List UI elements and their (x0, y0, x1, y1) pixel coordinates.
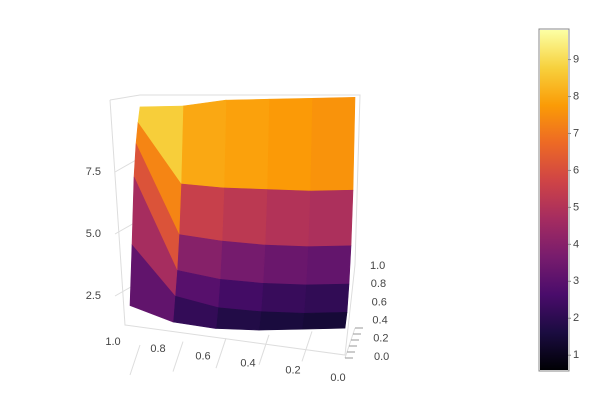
y-tick-label: 1.0 (370, 260, 385, 272)
grid-line (215, 338, 227, 369)
surface-patch (221, 187, 268, 246)
surface-patch (305, 245, 352, 286)
z-tick-label: 2.5 (86, 290, 101, 302)
surface-patch (303, 283, 350, 314)
y-tick-label: 0.6 (372, 296, 387, 308)
axes-3d (109, 94, 361, 376)
colorbar-tick-label: 5 (573, 201, 579, 213)
grid-line (344, 327, 356, 359)
colorbar-tick-label: 2 (573, 312, 579, 324)
grid-line (258, 334, 270, 365)
surface-patch (262, 244, 309, 286)
surface-patch (217, 278, 264, 313)
surface-patch (180, 99, 227, 189)
y-tick-label: 0.8 (371, 278, 386, 290)
surface-patch (178, 183, 225, 242)
surface-patch (129, 244, 176, 323)
colorbar-tick-label: 3 (573, 275, 579, 287)
colorbar-tick-label: 6 (573, 164, 579, 176)
colorbar-tick-label: 1 (573, 349, 579, 361)
colorbar-tick-label: 9 (573, 53, 579, 65)
x-tick-label: 0.0 (330, 372, 345, 384)
x-tick-label: 0.6 (195, 350, 210, 362)
surface-patch (223, 98, 270, 190)
colorbar (540, 30, 568, 370)
colorbar-tick-label: 8 (573, 90, 579, 102)
surface-patch (264, 189, 311, 247)
colorbar-tick-label: 4 (573, 238, 579, 250)
surface-patch (215, 307, 262, 331)
surface-patch (219, 240, 266, 284)
surface (129, 97, 356, 331)
surface-patch (309, 97, 356, 192)
colorbar-frame (538, 28, 570, 372)
axis-frame (109, 99, 356, 356)
z-tick-label: 7.5 (86, 166, 101, 178)
surface-patch (301, 312, 348, 330)
grid-line (301, 331, 313, 362)
x-tick-label: 0.2 (285, 365, 300, 377)
axis-frame (109, 94, 361, 266)
y-tick-label: 0.2 (373, 333, 388, 345)
surface-patch (258, 311, 305, 331)
y-tick-label: 0.4 (372, 315, 387, 327)
grid-line (129, 344, 141, 376)
y-tick-label: 0.0 (374, 351, 389, 363)
z-tick-label: 5.0 (86, 228, 101, 240)
grid-line (172, 341, 184, 372)
surface-patch (260, 283, 307, 314)
x-tick-label: 0.8 (150, 343, 165, 355)
colorbar-tick-label: 7 (573, 127, 579, 139)
surface-patch (307, 189, 354, 247)
x-tick-label: 1.0 (105, 336, 120, 348)
surface-patch (266, 97, 313, 192)
x-tick-label: 0.4 (240, 358, 255, 370)
